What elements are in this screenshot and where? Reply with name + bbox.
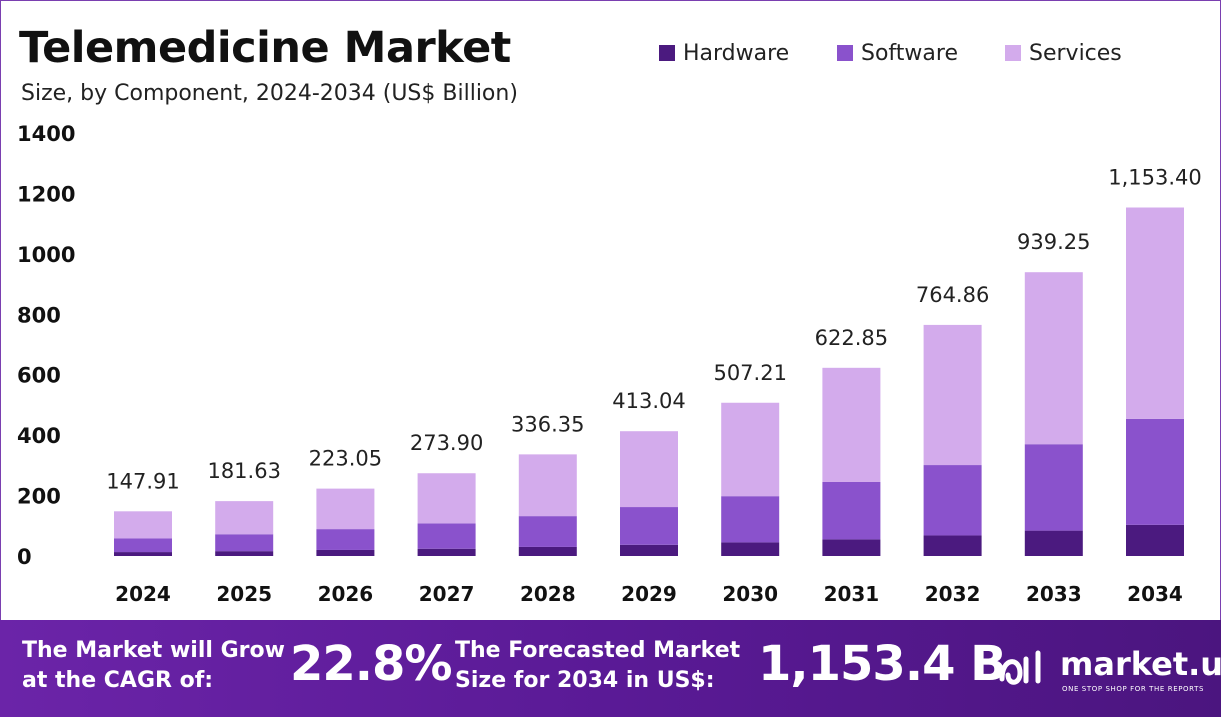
- legend-swatch-services: [1005, 45, 1021, 61]
- data-label-2025: 181.63: [207, 459, 280, 483]
- bar-segment-hardware-2034: [1126, 524, 1184, 556]
- bar-segment-hardware-2027: [417, 548, 476, 556]
- bar-segment-services-2034: [1126, 207, 1184, 419]
- data-label-2024: 147.91: [106, 469, 179, 493]
- forecast-caption-line1: The Forecasted Market: [455, 638, 741, 663]
- legend-item-services: Services: [1005, 38, 1122, 68]
- y-tick-label: 1200: [17, 182, 75, 206]
- x-tick-label-2031: 2031: [824, 582, 880, 606]
- bar-segment-software-2032: [923, 465, 982, 536]
- x-tick-label-2027: 2027: [419, 582, 475, 606]
- bar-segment-software-2034: [1126, 418, 1184, 525]
- bar-segment-services-2031: [822, 367, 881, 482]
- brand-tagline: ONE STOP SHOP FOR THE REPORTS: [1062, 685, 1205, 693]
- bar-segment-software-2025: [215, 534, 274, 552]
- bar-segment-software-2028: [518, 516, 577, 547]
- y-tick-label: 0: [17, 545, 32, 569]
- legend-label-hardware: Hardware: [683, 40, 790, 66]
- brand-name: market.us: [1060, 645, 1221, 683]
- y-tick-label: 400: [17, 424, 61, 448]
- y-tick-label: 1400: [17, 122, 75, 146]
- legend-item-software: Software: [837, 38, 958, 68]
- y-tick-label: 600: [17, 364, 61, 388]
- bar-segment-hardware-2030: [721, 542, 780, 556]
- data-label-2030: 507.21: [713, 361, 786, 385]
- legend-item-hardware: Hardware: [659, 38, 789, 68]
- data-label-2029: 413.04: [612, 389, 685, 413]
- bar-segment-hardware-2026: [316, 549, 375, 556]
- cagr-caption-line1: The Market will Grow: [22, 638, 285, 663]
- x-tick-label-2028: 2028: [520, 582, 576, 606]
- bar-segment-services-2024: [114, 511, 172, 539]
- x-tick-label-2025: 2025: [216, 582, 272, 606]
- data-label-2033: 939.25: [1017, 230, 1090, 254]
- bar-segment-software-2033: [1024, 444, 1083, 531]
- y-tick-label: 800: [17, 303, 61, 327]
- x-tick-label-2030: 2030: [722, 582, 778, 606]
- y-tick-label: 1000: [17, 243, 75, 267]
- bar-segment-services-2027: [417, 473, 476, 524]
- bar-segment-services-2026: [316, 488, 375, 530]
- chart-title: Telemedicine Market: [19, 23, 511, 73]
- data-label-2031: 622.85: [815, 326, 888, 350]
- cagr-caption-line2: at the CAGR of:: [22, 668, 214, 693]
- y-tick-label: 200: [17, 485, 61, 509]
- bar-segment-services-2033: [1024, 272, 1083, 445]
- x-tick-label-2024: 2024: [115, 582, 171, 606]
- data-label-2026: 223.05: [309, 447, 382, 471]
- bar-segment-services-2032: [923, 324, 982, 466]
- bar-segment-software-2024: [114, 538, 172, 553]
- data-label-2028: 336.35: [511, 412, 584, 436]
- bar-segment-hardware-2024: [114, 552, 172, 556]
- forecast-value: 1,153.4 B: [758, 636, 1007, 692]
- legend-label-software: Software: [861, 40, 958, 66]
- bar-segment-hardware-2032: [923, 535, 982, 556]
- x-tick-label-2034: 2034: [1127, 582, 1183, 606]
- legend-swatch-hardware: [659, 45, 675, 61]
- cagr-value: 22.8%: [290, 636, 453, 692]
- footer-banner: The Market will Grow at the CAGR of: 22.…: [0, 620, 1221, 717]
- bar-segment-services-2028: [518, 454, 577, 517]
- x-tick-label-2032: 2032: [925, 582, 981, 606]
- legend-swatch-software: [837, 45, 853, 61]
- bar-segment-hardware-2029: [620, 544, 678, 556]
- data-label-2027: 273.90: [410, 431, 483, 455]
- bar-segment-services-2029: [620, 431, 678, 508]
- bar-segment-software-2027: [417, 523, 476, 549]
- forecast-caption-line2: Size for 2034 in US$:: [455, 668, 715, 693]
- bar-segment-hardware-2025: [215, 551, 274, 556]
- chart-subtitle: Size, by Component, 2024-2034 (US$ Billi…: [21, 81, 518, 106]
- bar-segment-software-2031: [822, 481, 881, 540]
- x-tick-label-2026: 2026: [318, 582, 374, 606]
- bar-segment-hardware-2031: [822, 539, 881, 556]
- x-tick-label-2029: 2029: [621, 582, 677, 606]
- brand-logo: market.us ONE STOP SHOP FOR THE REPORTS: [998, 645, 1221, 695]
- market-us-logo-icon: [999, 650, 1041, 685]
- x-tick-label-2033: 2033: [1026, 582, 1082, 606]
- bar-segment-hardware-2028: [518, 546, 577, 556]
- bar-segment-services-2025: [215, 501, 274, 535]
- bar-segment-hardware-2033: [1024, 530, 1083, 556]
- stacked-bar-chart: 0 200 400 600 800 1000 1200 1400 147.91 2024 181.6…: [17, 122, 1202, 606]
- data-label-2034: 1,153.40: [1108, 166, 1202, 190]
- bar-segment-software-2030: [721, 496, 780, 543]
- bar-segment-software-2026: [316, 529, 375, 550]
- data-label-2032: 764.86: [916, 283, 989, 307]
- legend-label-services: Services: [1029, 40, 1122, 66]
- bar-segment-software-2029: [620, 507, 678, 545]
- bar-segment-services-2030: [721, 402, 780, 497]
